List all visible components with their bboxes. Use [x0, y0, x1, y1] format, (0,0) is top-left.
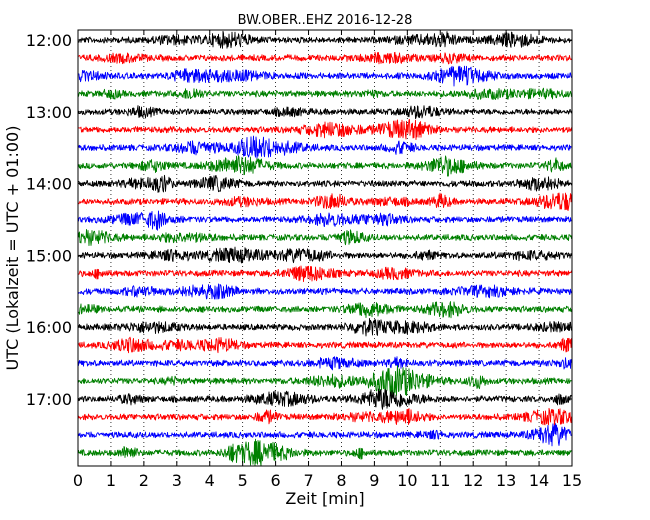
trace-1245 — [78, 87, 572, 101]
trace-1600 — [78, 317, 572, 337]
x-tick-label: 15 — [562, 471, 582, 490]
trace-1230 — [78, 65, 572, 87]
grid — [110, 30, 540, 466]
trace-1500 — [78, 246, 572, 264]
y-tick-label: 13:00 — [26, 103, 72, 122]
x-tick-label: 2 — [139, 471, 149, 490]
x-tick-label: 9 — [369, 471, 379, 490]
plot-frame — [77, 29, 573, 467]
trace-1215 — [78, 51, 572, 65]
x-axis-label: Zeit [min] — [285, 489, 364, 508]
traces — [78, 30, 572, 467]
trace-1615 — [78, 336, 572, 354]
trace-1430 — [78, 210, 572, 231]
trace-1715 — [78, 407, 572, 426]
x-tick-label: 5 — [238, 471, 248, 490]
y-tick-label: 12:00 — [26, 31, 72, 50]
x-tick-label: 3 — [172, 471, 182, 490]
y-axis-label: UTC (Lokalzeit = UTC + 01:00) — [3, 126, 22, 371]
x-tick-label: 11 — [430, 471, 450, 490]
x-tick-label: 4 — [205, 471, 215, 490]
y-tick-label: 14:00 — [26, 175, 72, 194]
x-tick-label: 8 — [336, 471, 346, 490]
trace-1300 — [78, 105, 572, 120]
trace-1400 — [78, 174, 572, 193]
trace-1415 — [78, 192, 572, 212]
trace-1645 — [78, 364, 572, 398]
trace-1315 — [78, 119, 572, 140]
trace-1730 — [78, 423, 572, 447]
trace-1200 — [78, 30, 572, 49]
trace-1745 — [78, 438, 572, 467]
y-axis: 12:00 13:00 14:00 15:00 16:00 17:00 — [26, 31, 572, 409]
trace-1345 — [78, 155, 572, 177]
x-tick-label: 13 — [496, 471, 516, 490]
trace-1445 — [78, 228, 572, 247]
x-tick-label: 6 — [271, 471, 281, 490]
x-tick-label: 10 — [397, 471, 417, 490]
trace-1515 — [78, 265, 572, 283]
trace-1330 — [78, 135, 572, 159]
x-axis: 0 1 2 3 4 5 6 7 8 9 10 11 12 13 14 15 — [73, 30, 582, 490]
trace-1630 — [78, 356, 572, 371]
trace-1530 — [78, 283, 572, 300]
x-tick-label: 7 — [303, 471, 313, 490]
chart-title: BW.OBER..EHZ 2016-12-28 — [238, 13, 413, 28]
x-tick-label: 14 — [529, 471, 549, 490]
y-tick-label: 16:00 — [26, 318, 72, 337]
y-tick-label: 15:00 — [26, 246, 72, 265]
x-tick-label: 12 — [463, 471, 483, 490]
trace-1700 — [78, 388, 572, 410]
x-tick-label: 0 — [73, 471, 83, 490]
trace-1545 — [78, 301, 572, 319]
y-tick-label: 17:00 — [26, 390, 72, 409]
x-tick-label: 1 — [106, 471, 116, 490]
